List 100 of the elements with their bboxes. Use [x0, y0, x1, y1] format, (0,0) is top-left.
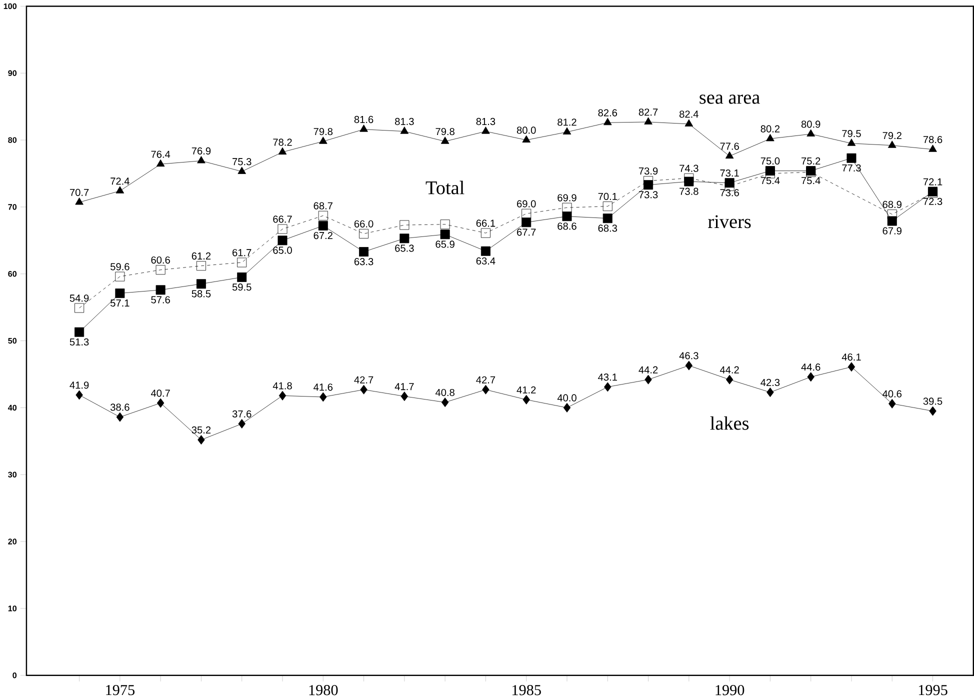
data-label: 43.1 — [598, 374, 617, 381]
x-tick-label: 1995 — [918, 685, 948, 696]
y-tick-label: 80 — [8, 137, 17, 144]
x-tick-label: 1980 — [309, 685, 338, 696]
y-tick-label: 50 — [8, 338, 17, 344]
data-label: 38.6 — [110, 404, 130, 412]
data-label: 68.6 — [558, 222, 576, 230]
data-label: 73.8 — [680, 188, 698, 196]
data-label: 69.0 — [517, 200, 536, 208]
data-label: 67.7 — [517, 228, 536, 236]
y-tick-label: 40 — [8, 405, 17, 411]
data-label: 60.6 — [151, 256, 170, 264]
data-label: 75.2 — [802, 158, 820, 165]
data-label: 61.7 — [232, 249, 252, 256]
data-label: 46.1 — [842, 354, 861, 361]
data-label: 65.0 — [273, 246, 292, 254]
data-label: 70.7 — [70, 189, 89, 196]
data-label: 59.6 — [110, 263, 130, 270]
data-label: 37.6 — [232, 410, 252, 418]
series-label: lakes — [710, 416, 749, 430]
data-label: 77.6 — [720, 142, 739, 150]
data-label: 41.7 — [394, 383, 414, 390]
data-label: 72.4 — [110, 178, 130, 185]
data-label: 75.0 — [760, 158, 780, 165]
data-label: 41.6 — [314, 384, 333, 391]
data-label: 35.2 — [192, 426, 211, 434]
data-label: 73.9 — [638, 168, 658, 175]
data-label: 81.3 — [395, 118, 414, 126]
data-label: 81.6 — [354, 116, 374, 124]
data-label: 40.8 — [435, 389, 454, 396]
series-label: Total — [426, 181, 464, 195]
data-label: 41.9 — [70, 382, 89, 389]
data-label: 57.6 — [151, 296, 170, 304]
data-label: 79.8 — [314, 128, 333, 136]
data-label: 42.7 — [354, 376, 374, 384]
data-label: 77.3 — [842, 164, 861, 172]
data-label: 46.3 — [679, 352, 698, 360]
data-label: 79.8 — [436, 128, 454, 136]
data-label: 44.6 — [801, 364, 820, 371]
data-label: 63.4 — [476, 258, 496, 265]
data-label: 78.6 — [923, 136, 942, 144]
data-label: 40.0 — [557, 394, 576, 402]
data-label: 69.9 — [558, 194, 576, 202]
data-label: 39.5 — [923, 398, 942, 405]
data-label: 80.2 — [760, 126, 780, 133]
data-label: 40.6 — [882, 390, 902, 398]
x-tick-label: 1975 — [106, 685, 134, 696]
data-label: 59.5 — [232, 284, 252, 291]
data-label: 78.2 — [273, 138, 292, 146]
data-label: 80.0 — [516, 126, 536, 134]
data-label: 70.1 — [598, 193, 617, 200]
data-label: 66.1 — [476, 220, 496, 227]
data-label: 81.2 — [558, 118, 576, 126]
data-label: 63.3 — [354, 258, 374, 266]
data-label: 41.8 — [272, 382, 292, 390]
data-label: 72.1 — [923, 178, 942, 186]
data-label: 75.4 — [760, 177, 780, 184]
data-label: 75.3 — [232, 158, 252, 166]
data-label: 74.3 — [680, 164, 698, 172]
series-label: sea area — [700, 94, 760, 104]
data-label: 73.3 — [638, 191, 658, 198]
data-label: 41.2 — [516, 386, 536, 394]
data-label: 68.7 — [314, 202, 332, 210]
data-label: 80.9 — [801, 120, 820, 128]
data-label: 81.3 — [476, 118, 496, 126]
series-label: rivers — [708, 215, 751, 228]
data-label: 76.4 — [151, 150, 170, 158]
data-label: 76.9 — [192, 148, 211, 155]
data-label: 66.7 — [273, 216, 292, 223]
y-tick-label: 100 — [4, 4, 17, 10]
data-label: 73.6 — [720, 189, 739, 196]
y-tick-label: 70 — [8, 204, 17, 210]
data-label: 57.1 — [110, 300, 130, 307]
data-label: 68.9 — [882, 201, 902, 208]
x-tick-label: 1985 — [512, 685, 541, 696]
data-label: 75.4 — [802, 177, 820, 184]
data-label: 40.7 — [150, 390, 170, 397]
y-tick-label: 0 — [12, 672, 17, 678]
data-label: 66.0 — [354, 220, 374, 228]
data-label: 79.5 — [842, 130, 861, 138]
data-label: 68.3 — [598, 224, 618, 232]
data-label: 44.2 — [720, 366, 739, 374]
x-tick-label: 1990 — [716, 685, 744, 696]
data-label: 79.2 — [882, 132, 902, 140]
y-tick-label: 30 — [8, 472, 17, 478]
data-label: 82.6 — [598, 109, 618, 117]
data-label: 61.2 — [192, 252, 211, 260]
data-label: 67.9 — [882, 227, 902, 235]
data-label: 65.3 — [395, 244, 414, 252]
y-tick-label: 10 — [8, 606, 17, 612]
y-tick-label: 20 — [8, 538, 17, 545]
data-label: 42.3 — [760, 379, 780, 386]
y-tick-label: 60 — [8, 271, 17, 277]
data-label: 51.3 — [70, 338, 89, 346]
data-label: 73.1 — [720, 170, 739, 177]
y-tick-label: 90 — [8, 70, 17, 76]
data-label: 42.7 — [476, 376, 496, 384]
data-label: 65.9 — [436, 240, 454, 248]
data-label: 82.4 — [680, 110, 698, 118]
data-label: 58.5 — [192, 290, 211, 298]
